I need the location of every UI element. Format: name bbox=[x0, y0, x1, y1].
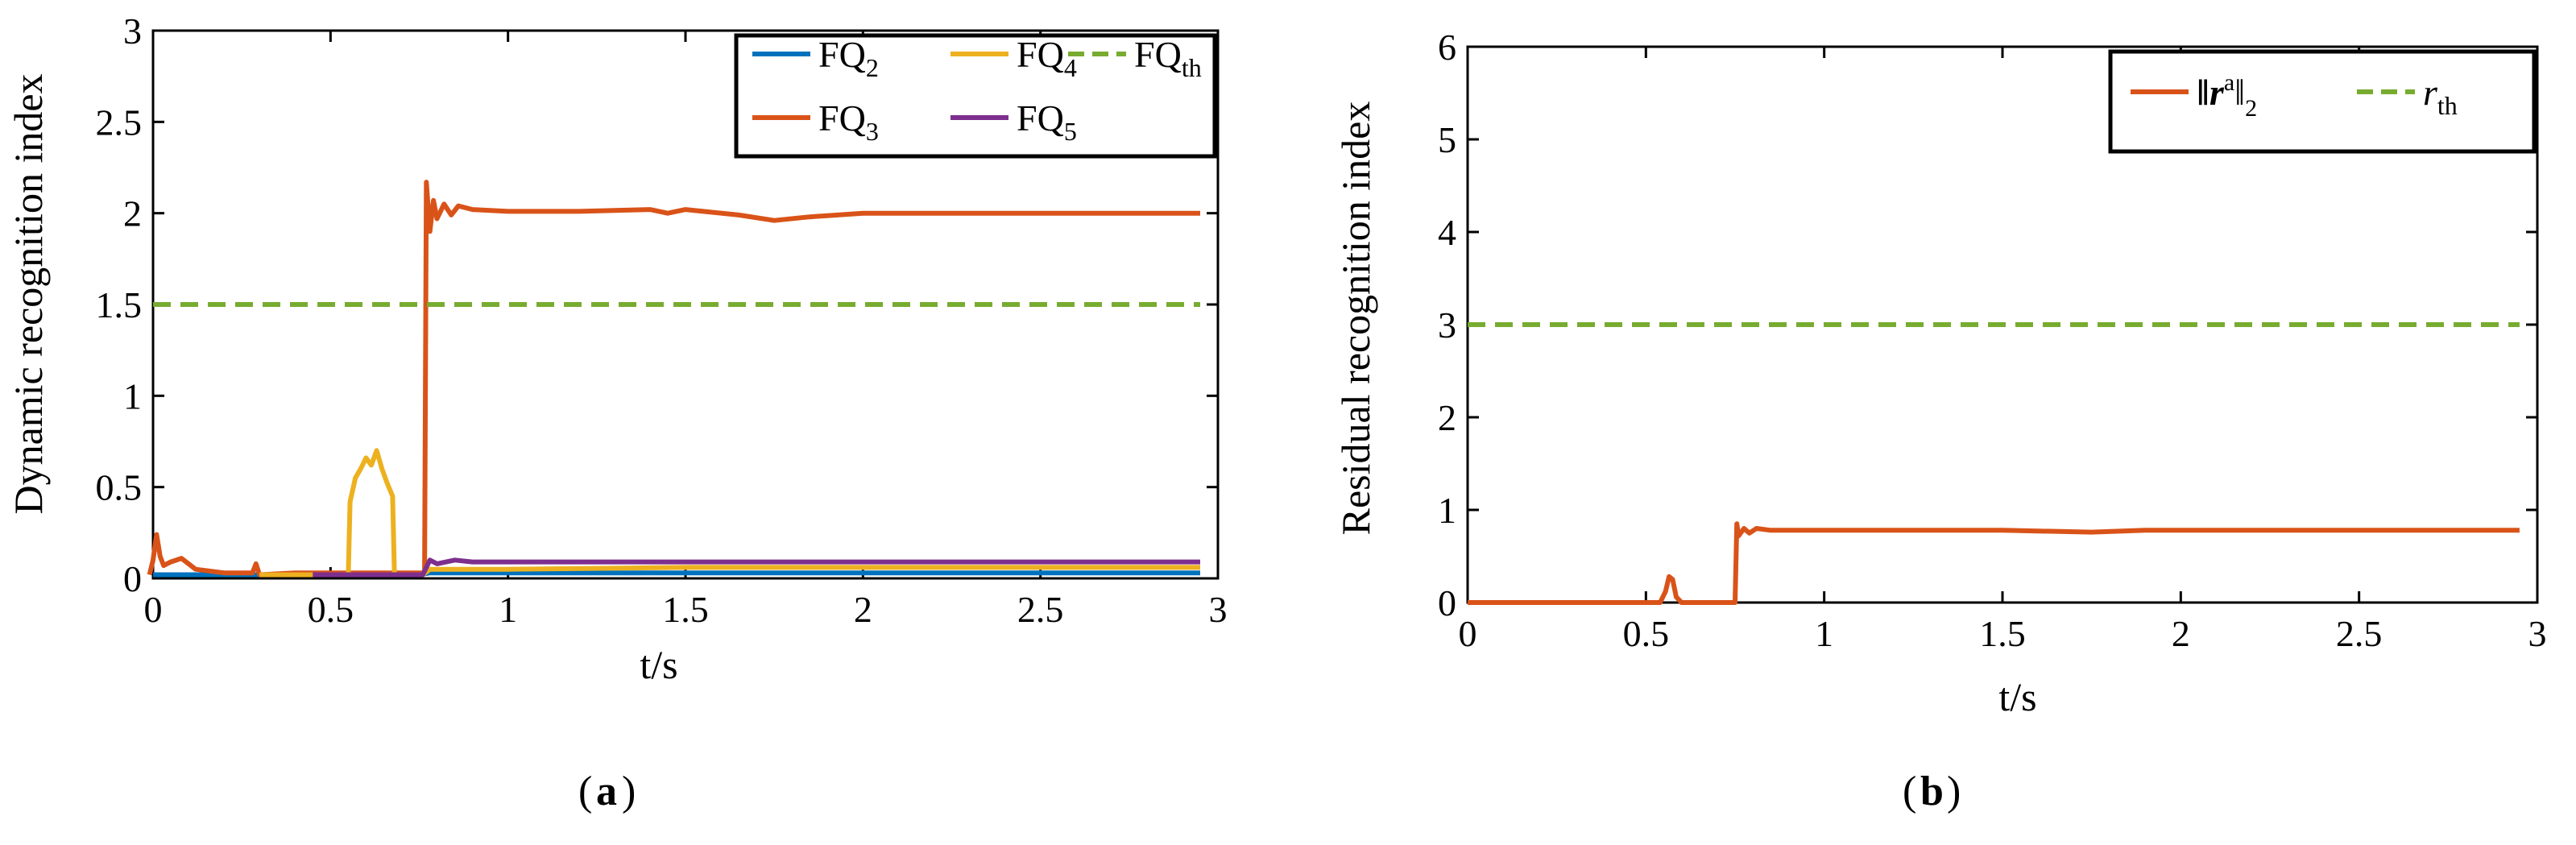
x-tick-label: 0.5 bbox=[1623, 613, 1670, 654]
panel-label-a-open-paren: ( bbox=[578, 768, 592, 814]
series-line-fq-2 bbox=[153, 570, 1200, 578]
legend-entry: rth bbox=[2423, 72, 2458, 120]
x-tick-label: 1 bbox=[499, 589, 517, 630]
y-tick-label: 0 bbox=[1438, 582, 1456, 623]
x-tick-label: 3 bbox=[1209, 589, 1228, 630]
series-line-fq-5 bbox=[313, 557, 1200, 578]
y-tick-label: 0 bbox=[123, 558, 142, 599]
x-tick-label: 0 bbox=[1459, 613, 1477, 654]
legend-entry: ‖ra‖2 bbox=[2197, 69, 2257, 122]
x-axis-label-b: t/s bbox=[1998, 674, 2036, 719]
x-tick-label: 1.5 bbox=[1979, 613, 2026, 654]
panel-label-a: a bbox=[596, 768, 617, 814]
y-tick-label: 3 bbox=[123, 10, 142, 52]
y-tick-label: 1 bbox=[123, 375, 142, 416]
legend-entry: FQ3 bbox=[818, 97, 879, 146]
y-axis-label-a: Dynamic recognition index bbox=[6, 73, 51, 514]
x-tick-label: 2.5 bbox=[2336, 613, 2383, 654]
x-tick-label: 2 bbox=[2172, 613, 2190, 654]
legend-entry: FQ4 bbox=[1017, 34, 1077, 82]
x-tick-label: 0.5 bbox=[308, 589, 354, 630]
series-line-r-2 bbox=[1468, 521, 2520, 605]
panel-label-b: b bbox=[1920, 768, 1944, 814]
y-tick-label: 6 bbox=[1438, 27, 1456, 68]
panel-label-b-close-paren: ) bbox=[1947, 768, 1961, 814]
chart-panel-a: Dynamic recognition index t/s ( a ) 0 0.5… bbox=[6, 10, 1228, 814]
x-tick-label: 0 bbox=[144, 589, 163, 630]
x-tick-label: 3 bbox=[2528, 613, 2547, 654]
x-tick-label: 2 bbox=[854, 589, 872, 630]
series-line-fq-4 bbox=[259, 448, 1200, 578]
x-tick-label: 2.5 bbox=[1017, 589, 1064, 630]
x-tick-label: 1.5 bbox=[662, 589, 709, 630]
legend-entry: FQth bbox=[1134, 34, 1202, 82]
y-axis-label-b: Residual recognition index bbox=[1333, 101, 1378, 536]
y-tick-label: 3 bbox=[1438, 304, 1456, 346]
y-tick-label: 4 bbox=[1438, 212, 1456, 253]
legend-entry: FQ2 bbox=[818, 34, 879, 82]
panel-label-a-close-paren: ) bbox=[622, 768, 636, 814]
y-tick-label: 5 bbox=[1438, 119, 1456, 160]
series-line-fq-3 bbox=[147, 180, 1200, 578]
y-tick-label: 2 bbox=[123, 193, 142, 234]
legend-entry: FQ5 bbox=[1017, 97, 1077, 146]
y-tick-label: 2 bbox=[1438, 397, 1456, 438]
x-axis-label-a: t/s bbox=[640, 642, 677, 687]
panel-label-b-open-paren: ( bbox=[1903, 768, 1916, 814]
y-tick-label: 0.5 bbox=[96, 467, 143, 508]
chart-panel-b: Residual recognition index t/s ( b ) 0 0.… bbox=[1333, 27, 2547, 814]
x-tick-label: 1 bbox=[1815, 613, 1833, 654]
y-tick-label: 2.5 bbox=[96, 101, 143, 143]
y-tick-label: 1 bbox=[1438, 490, 1456, 531]
y-tick-label: 1.5 bbox=[96, 284, 143, 325]
legend-box-b bbox=[2108, 49, 2537, 154]
